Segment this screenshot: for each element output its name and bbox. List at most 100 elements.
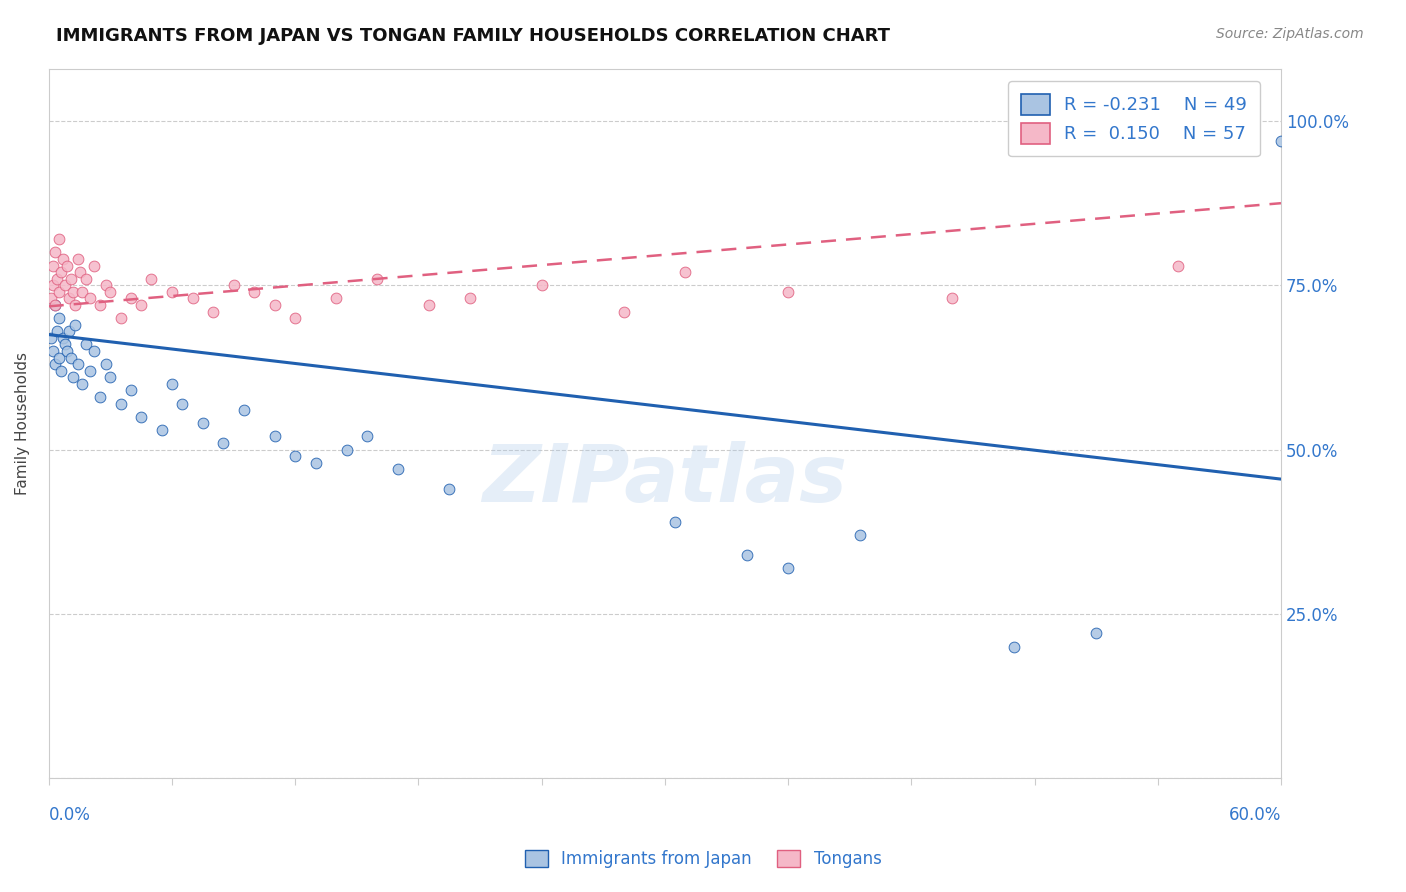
Point [66,252,89,266]
Point [335,442,357,457]
Y-axis label: Family Households: Family Households [15,351,30,495]
Point [366,271,388,285]
Point [778,285,800,299]
Point [263,298,285,312]
Legend: Immigrants from Japan, Tongans: Immigrants from Japan, Tongans [517,843,889,875]
Point [222,278,245,293]
Point [39,292,62,306]
Point [62,370,84,384]
Point [60,271,83,285]
Point [160,285,183,299]
Point [530,278,553,293]
Point [44,298,66,312]
Point [69,265,91,279]
Point [356,429,378,443]
Point [96,357,118,371]
Point [48,285,70,299]
Point [46,271,69,285]
Point [70,376,93,391]
Point [735,548,758,562]
Point [613,304,636,318]
Point [79,292,101,306]
Point [418,298,440,312]
Point [44,298,66,312]
Point [83,343,105,358]
Point [150,423,173,437]
Point [202,304,225,318]
Point [458,292,481,306]
Point [98,285,121,299]
Point [160,376,183,391]
Point [664,515,686,529]
Text: 0.0%: 0.0% [49,806,90,824]
Point [58,324,80,338]
Point [181,292,204,306]
Point [83,259,105,273]
Point [1270,134,1292,148]
Point [387,462,409,476]
Point [48,311,70,326]
Point [58,292,80,306]
Point [849,528,872,542]
Point [212,436,235,450]
Point [243,285,266,299]
Point [89,390,111,404]
Point [941,292,963,306]
Point [129,409,152,424]
Point [44,245,66,260]
Point [141,271,163,285]
Point [48,351,70,365]
Point [232,403,254,417]
Point [325,292,347,306]
Point [89,298,111,312]
Text: IMMIGRANTS FROM JAPAN VS TONGAN FAMILY HOUSEHOLDS CORRELATION CHART: IMMIGRANTS FROM JAPAN VS TONGAN FAMILY H… [56,27,890,45]
Text: ZIPatlas: ZIPatlas [482,441,848,519]
Point [60,351,83,365]
Point [49,364,72,378]
Point [46,324,69,338]
Point [439,482,461,496]
Point [75,337,97,351]
Point [48,232,70,246]
Point [284,449,307,463]
Point [110,311,132,326]
Point [263,429,285,443]
Legend: R = -0.231    N = 49, R =  0.150    N = 57: R = -0.231 N = 49, R = 0.150 N = 57 [1008,81,1260,156]
Point [62,285,84,299]
Point [673,265,696,279]
Point [75,271,97,285]
Text: Source: ZipAtlas.com: Source: ZipAtlas.com [1216,27,1364,41]
Point [65,318,87,332]
Point [172,396,194,410]
Point [79,364,101,378]
Point [191,417,214,431]
Point [70,285,93,299]
Point [56,343,79,358]
Point [1167,259,1189,273]
Point [42,278,65,293]
Point [49,265,72,279]
Point [305,456,328,470]
Point [96,278,118,293]
Point [284,311,307,326]
Point [1085,626,1108,640]
Point [52,331,75,345]
Point [120,292,142,306]
Point [778,561,800,575]
Point [66,357,89,371]
Point [52,252,75,266]
Point [39,331,62,345]
Point [120,384,142,398]
Point [42,259,65,273]
Point [42,343,65,358]
Point [110,396,132,410]
Point [129,298,152,312]
Point [44,357,66,371]
Point [56,259,79,273]
Text: 60.0%: 60.0% [1229,806,1281,824]
Point [98,370,121,384]
Point [53,337,76,351]
Point [65,298,87,312]
Point [1002,640,1025,654]
Point [53,278,76,293]
